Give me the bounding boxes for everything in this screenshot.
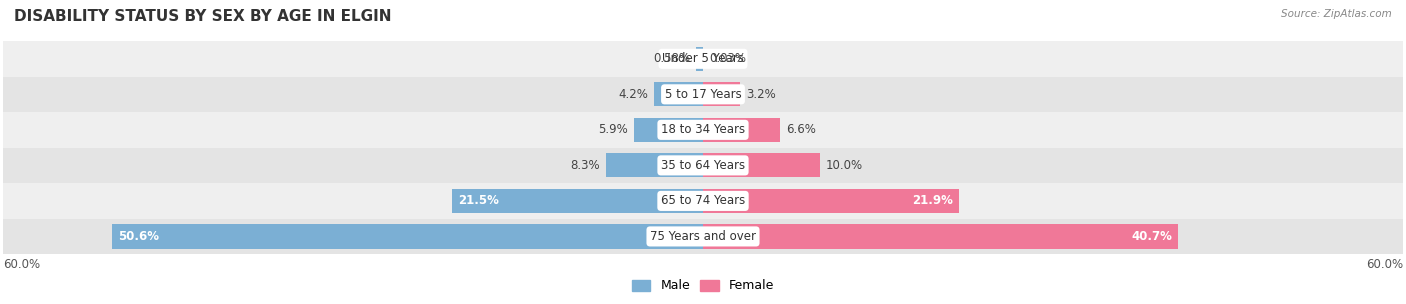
Text: Source: ZipAtlas.com: Source: ZipAtlas.com [1281,9,1392,19]
Legend: Male, Female: Male, Female [627,275,779,297]
Text: 3.2%: 3.2% [747,88,776,101]
Bar [634,118,703,142]
Text: 65 to 74 Years: 65 to 74 Years [661,194,745,207]
Bar [3,148,1403,183]
Text: DISABILITY STATUS BY SEX BY AGE IN ELGIN: DISABILITY STATUS BY SEX BY AGE IN ELGIN [14,9,391,24]
Bar [703,224,1178,248]
Text: 10.0%: 10.0% [825,159,863,172]
Text: 21.9%: 21.9% [912,194,953,207]
Bar [3,77,1403,112]
Text: 60.0%: 60.0% [1367,258,1403,271]
Bar [606,153,703,178]
Text: 6.6%: 6.6% [786,123,815,136]
Text: 75 Years and over: 75 Years and over [650,230,756,243]
Bar [453,189,703,213]
Bar [112,224,703,248]
Text: 5.9%: 5.9% [599,123,628,136]
Bar [703,189,959,213]
Text: 4.2%: 4.2% [619,88,648,101]
Bar [3,41,1403,77]
Text: 50.6%: 50.6% [118,230,159,243]
Bar [703,118,780,142]
Text: 60.0%: 60.0% [3,258,39,271]
Bar [703,153,820,178]
Text: 5 to 17 Years: 5 to 17 Years [665,88,741,101]
Text: 21.5%: 21.5% [458,194,499,207]
Bar [3,112,1403,148]
Text: 8.3%: 8.3% [571,159,600,172]
Bar [3,219,1403,254]
Text: 35 to 64 Years: 35 to 64 Years [661,159,745,172]
Bar [696,47,703,71]
Text: Under 5 Years: Under 5 Years [662,52,744,65]
Bar [703,82,741,106]
Text: 0.03%: 0.03% [709,52,747,65]
Text: 18 to 34 Years: 18 to 34 Years [661,123,745,136]
Text: 0.58%: 0.58% [654,52,690,65]
Bar [3,183,1403,219]
Text: 40.7%: 40.7% [1132,230,1173,243]
Bar [654,82,703,106]
